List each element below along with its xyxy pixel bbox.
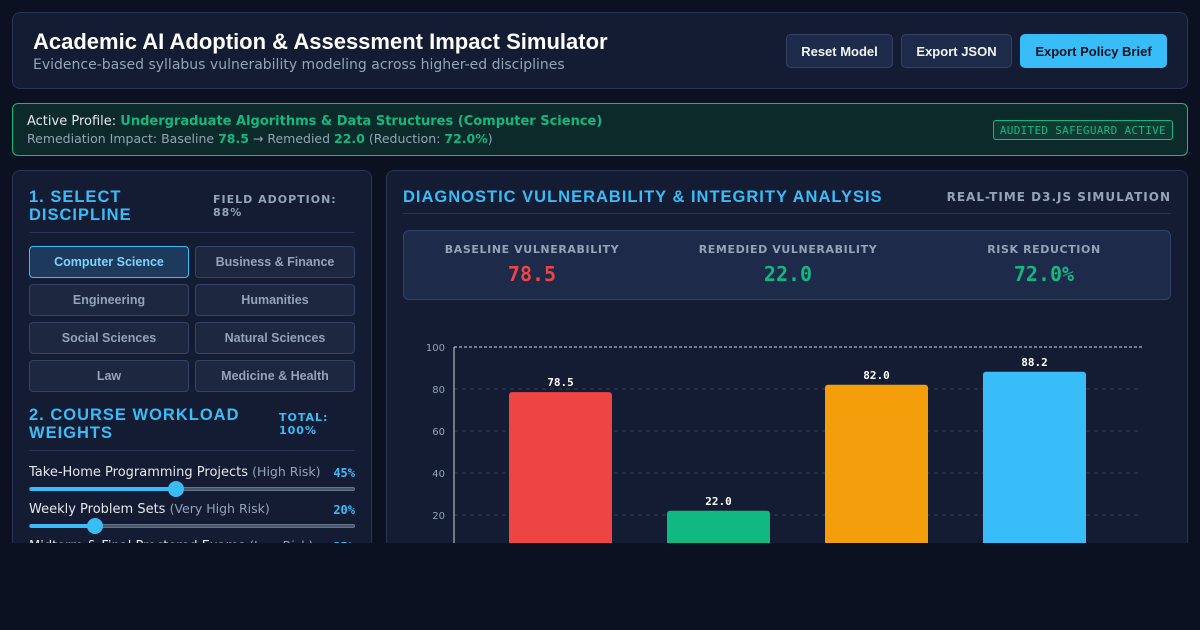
- select-discipline-heading: 1. SELECT DISCIPLINE: [29, 188, 132, 224]
- y-tick-label: 80: [432, 385, 445, 396]
- bar-value-label: 88.2: [1021, 356, 1048, 369]
- stat-baseline-value: 78.5: [507, 262, 557, 286]
- discipline-option-medicine-health[interactable]: Medicine & Health: [195, 360, 355, 392]
- active-profile-line: Active Profile: Undergraduate Algorithms…: [27, 114, 602, 129]
- workload-label: Weekly Problem Sets (Very High Risk): [29, 501, 270, 517]
- impact-baseline: 78.5: [218, 131, 249, 146]
- discipline-option-social-sciences[interactable]: Social Sciences: [29, 322, 189, 354]
- y-tick-label: 60: [432, 427, 445, 438]
- workload-weights-heading: 2. COURSE WORKLOAD WEIGHTS: [29, 406, 240, 442]
- stat-reduction-value: 72.0%: [1013, 262, 1075, 286]
- bar-value-label: 78.5: [547, 376, 574, 389]
- discipline-option-law[interactable]: Law: [29, 360, 189, 392]
- slider-thumb[interactable]: [167, 481, 184, 497]
- impact-reduction-prefix: (Reduction:: [364, 131, 445, 146]
- bar: [825, 384, 928, 549]
- page-background: [0, 543, 1200, 630]
- workload-label-text: Take-Home Programming Projects: [29, 465, 253, 480]
- impact-reduction-suffix: ): [487, 131, 493, 146]
- impact-remedied: 22.0: [334, 131, 365, 146]
- workload-slider[interactable]: [29, 481, 355, 497]
- stat-remedied-value: 22.0: [763, 262, 813, 286]
- discipline-option-business-finance[interactable]: Business & Finance: [195, 246, 355, 278]
- bar-value-label: 82.0: [863, 369, 890, 382]
- export-policy-brief-button[interactable]: Export Policy Brief: [1020, 34, 1167, 68]
- bar: [983, 371, 1086, 549]
- field-adoption-label: FIELD ADOPTION: 88%: [213, 193, 337, 219]
- discipline-option-humanities[interactable]: Humanities: [195, 284, 355, 316]
- workload-label: Take-Home Programming Projects (High Ris…: [29, 464, 321, 480]
- slider-fill: [30, 524, 95, 528]
- stat-remedied-label: REMEDIED VULNERABILITY: [698, 243, 878, 256]
- stat-baseline: BASELINE VULNERABILITY 78.5: [404, 231, 660, 301]
- page-title: Academic AI Adoption & Assessment Impact…: [33, 29, 608, 54]
- simulation-tag: REAL-TIME D3.JS SIMULATION: [946, 190, 1171, 204]
- reset-model-button[interactable]: Reset Model: [786, 34, 893, 68]
- workload-risk-level: (Very High Risk): [169, 501, 270, 516]
- y-tick-label: 40: [432, 469, 445, 480]
- app-header: Academic AI Adoption & Assessment Impact…: [12, 12, 1188, 89]
- workload-risk-level: (High Risk): [252, 464, 321, 479]
- bar: [667, 510, 770, 549]
- workload-slider[interactable]: [29, 518, 355, 534]
- discipline-option-engineering[interactable]: Engineering: [29, 284, 189, 316]
- impact-arrow: → Remedied: [248, 131, 335, 146]
- safeguard-status-badge: AUDITED SAFEGUARD ACTIVE: [992, 120, 1173, 140]
- stat-remedied: REMEDIED VULNERABILITY 22.0: [660, 231, 916, 301]
- stat-reduction-label: RISK REDUCTION: [987, 243, 1101, 256]
- active-profile-prefix: Active Profile:: [27, 114, 121, 129]
- control-panel: 1. SELECT DISCIPLINE FIELD ADOPTION: 88%…: [12, 170, 372, 550]
- active-profile-banner: Active Profile: Undergraduate Algorithms…: [12, 103, 1188, 156]
- section-divider: [29, 450, 355, 451]
- slider-thumb[interactable]: [86, 518, 103, 534]
- export-json-button[interactable]: Export JSON: [901, 34, 1012, 68]
- section-divider: [29, 232, 355, 233]
- stat-reduction: RISK REDUCTION 72.0%: [916, 231, 1172, 301]
- impact-prefix: Remediation Impact: Baseline: [27, 131, 219, 146]
- workload-label-text: Weekly Problem Sets: [29, 502, 170, 517]
- workload-percent: 45%: [333, 466, 355, 480]
- stat-baseline-label: BASELINE VULNERABILITY: [444, 243, 620, 256]
- stats-summary: BASELINE VULNERABILITY 78.5 REMEDIED VUL…: [403, 230, 1171, 300]
- analysis-heading: DIAGNOSTIC VULNERABILITY & INTEGRITY ANA…: [403, 188, 883, 206]
- slider-fill: [30, 487, 176, 491]
- section-divider: [403, 213, 1171, 214]
- impact-reduction: 72.0%: [444, 131, 488, 146]
- y-tick-label: 100: [426, 343, 445, 354]
- analysis-panel: DIAGNOSTIC VULNERABILITY & INTEGRITY ANA…: [386, 170, 1188, 550]
- bar-value-label: 22.0: [705, 495, 732, 508]
- page-subtitle: Evidence-based syllabus vulnerability mo…: [33, 57, 565, 73]
- workload-percent: 20%: [333, 503, 355, 517]
- discipline-option-computer-science[interactable]: Computer Science: [29, 246, 189, 278]
- vulnerability-bar-chart: 20 40 60 80 100 78.5 22.0 82.0 88.2: [426, 343, 1142, 549]
- workload-total-label: TOTAL: 100%: [279, 411, 329, 437]
- bar: [509, 392, 612, 549]
- remediation-impact-line: Remediation Impact: Baseline 78.5 → Reme…: [27, 131, 493, 146]
- active-profile-name: Undergraduate Algorithms & Data Structur…: [120, 114, 603, 129]
- discipline-option-natural-sciences[interactable]: Natural Sciences: [195, 322, 355, 354]
- y-tick-label: 20: [432, 511, 445, 522]
